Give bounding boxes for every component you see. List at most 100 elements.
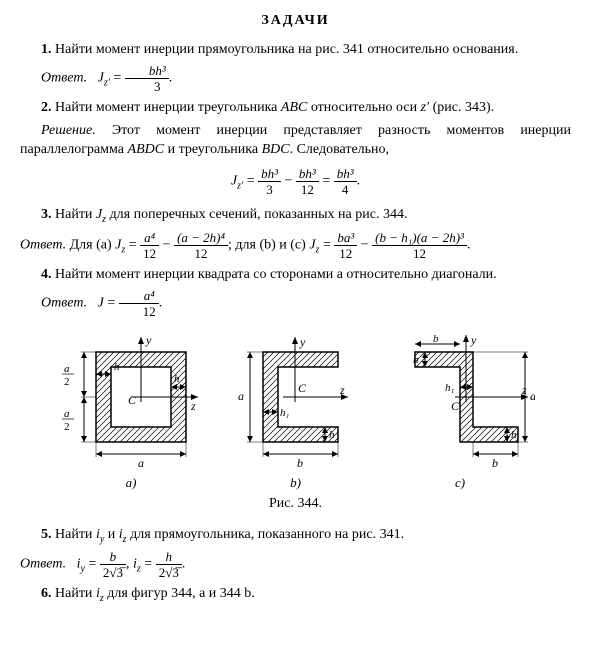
p3-fb2n: (b − h₁)(a − 2h)³ [372, 231, 467, 246]
p2-dot: . [357, 174, 361, 189]
svg-text:b: b [433, 333, 439, 345]
p5-eq2: = [141, 557, 156, 572]
p2-abdc: ABDC [128, 142, 165, 157]
p3-m2: − [357, 237, 372, 252]
fig-caption: Рис. 344. [20, 495, 571, 514]
page-title: ЗАДАЧИ [20, 12, 571, 31]
p5-f1: b2√3̅ [100, 550, 126, 579]
p2-tb: относительно оси [307, 100, 420, 115]
svg-text:C: C [298, 381, 307, 395]
fig-c-label: c) [385, 474, 535, 492]
p3-fa2d: 12 [174, 246, 228, 260]
p5-c: , [126, 557, 133, 572]
p2-f3n: bh³ [334, 167, 357, 182]
fig-a-label: a) [56, 474, 206, 492]
svg-text:2: 2 [64, 421, 70, 433]
p4-dot: . [159, 295, 163, 310]
p2-num: 2. [41, 100, 52, 115]
p3-fb2d: 12 [372, 246, 467, 260]
p4-text: Найти момент инерции квадрата со сторона… [55, 267, 497, 282]
p2-f2: bh³12 [296, 167, 319, 196]
problem-2: 2. Найти момент инерции треугольника ABC… [20, 99, 571, 118]
p6-tb: для фигур 344, a и 344 b. [104, 586, 255, 601]
svg-text:b: b [492, 456, 498, 470]
svg-text:a: a [138, 456, 144, 470]
p2-f2d: 12 [296, 182, 319, 196]
svg-text:h: h [413, 354, 419, 366]
answer-3: Ответ. Для (a) Jz = a⁴12 − (a − 2h)⁴12; … [20, 231, 571, 260]
svg-text:h: h [114, 361, 120, 373]
answer-4: Ответ. J = a⁴12. [20, 289, 571, 318]
p2-abc: ABC [281, 100, 307, 115]
answer-5: Ответ. iy = b2√3̅, iz = h2√3̅. [20, 550, 571, 579]
p3-fa1d: 12 [140, 246, 159, 260]
svg-text:z: z [190, 399, 196, 413]
p3-fb1d: 12 [334, 246, 357, 260]
p6-num: 6. [41, 586, 52, 601]
problem-3: 3. Найти Jz для поперечных сечений, пока… [20, 206, 571, 226]
p2-eeq: = [243, 174, 258, 189]
p3-eq: = [125, 237, 140, 252]
p2-ta: Найти момент инерции треугольника [55, 100, 281, 115]
p2-f1d: 3 [258, 182, 281, 196]
p3-fa2: (a − 2h)⁴12 [174, 231, 228, 260]
p3-s1: ; для (b) и (c) [228, 237, 309, 252]
p1-fn: bh³ [125, 64, 169, 79]
svg-text:2: 2 [64, 376, 70, 388]
p5-f2d: 2√3̅ [156, 565, 182, 579]
p4-al: Ответ. [41, 295, 87, 310]
svg-text:a: a [64, 363, 70, 375]
p2-sc: . Следовательно, [290, 142, 389, 157]
p2-axis: z′ [421, 100, 430, 115]
p4-num: 4. [41, 267, 52, 282]
answer-1: Ответ. Jz′ = bh³ 3 . [20, 64, 571, 93]
svg-text:y: y [470, 333, 477, 347]
p5-eq: = [85, 557, 100, 572]
p4-f: a⁴12 [119, 289, 159, 318]
figure-344: y z C h h a 2 a 2 [20, 332, 571, 492]
problem-4: 4. Найти момент инерции квадрата со стор… [20, 266, 571, 285]
svg-text:h₁: h₁ [445, 382, 455, 394]
p3-eq2: = [319, 237, 334, 252]
p4-eq: = [104, 295, 119, 310]
p3-fa1: a⁴12 [140, 231, 159, 260]
fig-b: y z C a h₁ h b b) [228, 332, 363, 492]
p3-fb1n: ba³ [334, 231, 357, 246]
p3-fa1n: a⁴ [140, 231, 159, 246]
p5-num: 5. [41, 527, 52, 542]
p5-f1d: 2√3̅ [100, 565, 126, 579]
p5-ta: Найти [55, 527, 96, 542]
svg-text:C: C [128, 393, 137, 407]
fig-c-svg: y z C b h h₁ a h [385, 332, 535, 472]
p3-fb2: (b − h₁)(a − 2h)³12 [372, 231, 467, 260]
fig-c: y z C b h h₁ a h [385, 332, 535, 492]
p5-tb: для прямоугольника, показанного на рис. … [127, 527, 405, 542]
problem-5: 5. Найти iy и iz для прямоугольника, пок… [20, 526, 571, 546]
svg-text:h: h [329, 429, 335, 441]
p3-tb: для поперечных сечений, показанных на ри… [106, 207, 407, 222]
p3-num: 3. [41, 207, 52, 222]
p1-eq: = [110, 71, 125, 86]
svg-text:h: h [511, 429, 517, 441]
svg-text:a: a [238, 389, 244, 403]
p3-al: Ответ. [20, 237, 66, 252]
svg-text:h₁: h₁ [280, 407, 290, 419]
p1-text: Найти момент инерции прямоугольника на р… [55, 42, 518, 57]
fig-b-label: b) [228, 474, 363, 492]
p1-ans-label: Ответ. [41, 71, 87, 86]
svg-text:C: C [451, 399, 460, 413]
solution-2: Решение. Этот момент инерции представляе… [20, 122, 571, 160]
p4-fn: a⁴ [119, 289, 159, 304]
p3-fa2n: (a − 2h)⁴ [174, 231, 228, 246]
p1-num: 1. [41, 42, 52, 57]
p2-eq2: = [322, 174, 333, 189]
p3-ta: Найти [55, 207, 96, 222]
p2-sol-label: Решение. [41, 123, 96, 138]
p3-dot: . [467, 237, 471, 252]
p2-sb: и треугольника [164, 142, 262, 157]
svg-text:y: y [299, 335, 306, 349]
p2-f1: bh³3 [258, 167, 281, 196]
p2-tc: (рис. 343). [429, 100, 494, 115]
p2-f3: bh³4 [334, 167, 357, 196]
fig-b-svg: y z C a h₁ h b [228, 332, 363, 472]
